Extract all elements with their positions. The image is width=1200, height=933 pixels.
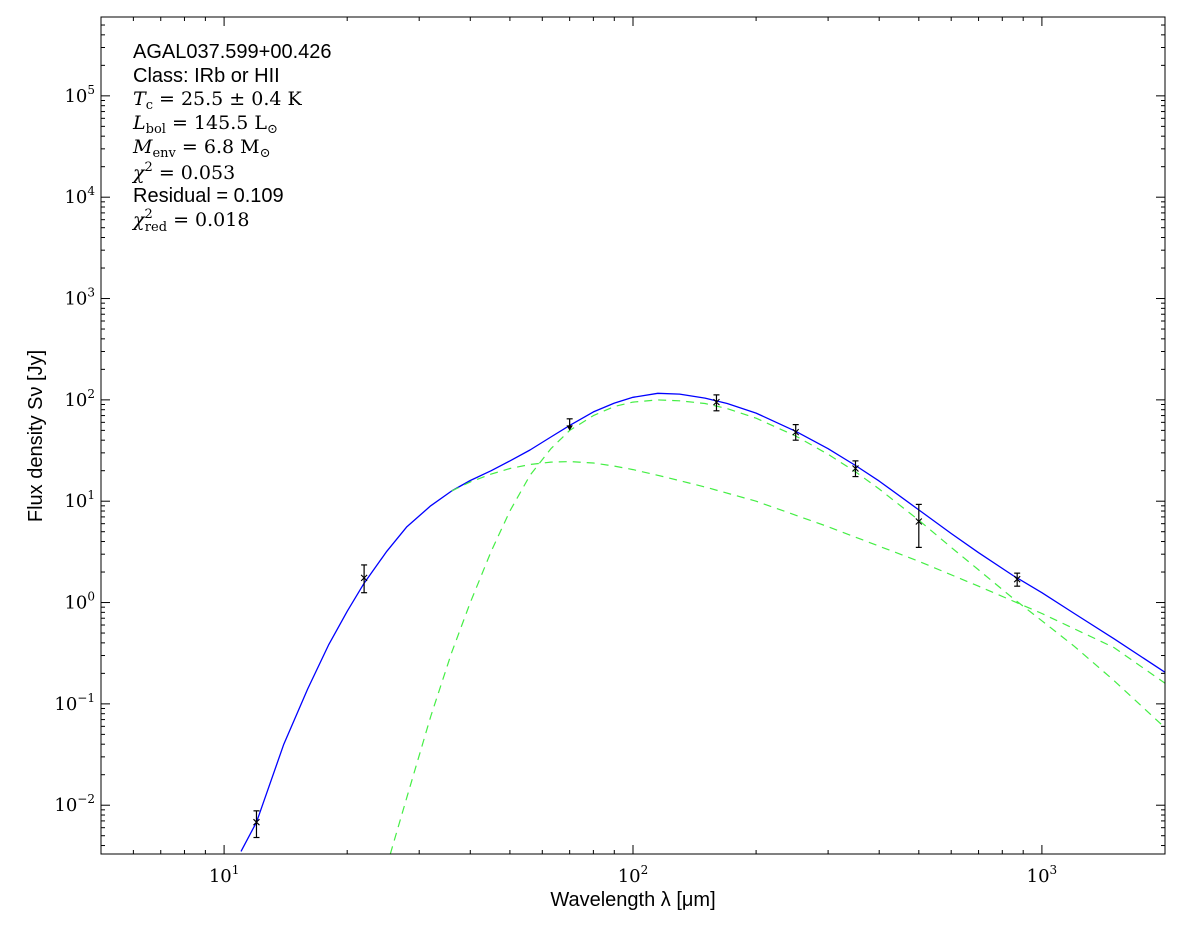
point-marker xyxy=(360,574,368,582)
x-tick-label: 102 xyxy=(618,863,649,887)
data-point xyxy=(1013,572,1021,587)
upper-limit xyxy=(566,418,573,431)
data-point xyxy=(792,424,800,441)
y-tick-label: 103 xyxy=(64,286,95,310)
point-marker xyxy=(713,398,720,406)
data-points xyxy=(253,394,1021,839)
y-tick-label: 102 xyxy=(64,387,95,411)
point-marker xyxy=(852,465,859,472)
component-curve xyxy=(389,399,1165,854)
annotation-class: Class: IRb or HII xyxy=(133,65,280,87)
y-axis-title: Flux density Sν [Jy] xyxy=(25,350,47,522)
annotation-source: AGAL037.599+00.426 xyxy=(133,41,332,63)
x-tick-labels: 101 102 103 xyxy=(209,863,1057,887)
annotation-chi2-red: χ2 red = 0.018 xyxy=(131,207,249,235)
x-axis-title: Wavelength λ [μm] xyxy=(550,889,715,911)
point-marker xyxy=(792,428,800,436)
point-marker xyxy=(1013,575,1021,583)
y-tick-label: 101 xyxy=(64,488,95,512)
y-tick-label: 10−1 xyxy=(54,691,95,715)
axis-ticks xyxy=(100,16,1166,854)
annotation-tc: Tc = 25.5 ± 0.4 K xyxy=(133,88,303,113)
annotation-lbol: Lbol = 145.5 L⊙ xyxy=(132,112,278,137)
annotation-block: AGAL037.599+00.426 Class: IRb or HII Tc … xyxy=(131,41,332,235)
annotation-chi2: χ2 = 0.053 xyxy=(131,160,235,184)
annotation-residual: Residual = 0.109 xyxy=(133,185,284,207)
y-tick-label: 10−2 xyxy=(54,792,95,816)
data-point xyxy=(360,564,368,594)
x-tick-label: 103 xyxy=(1027,863,1058,887)
y-tick-label: 100 xyxy=(64,590,95,614)
y-tick-label: 105 xyxy=(64,83,95,107)
plot-frame xyxy=(100,16,1166,855)
annotation-menv: Menv = 6.8 M⊙ xyxy=(132,136,271,161)
point-marker xyxy=(253,818,260,826)
y-tick-label: 104 xyxy=(64,184,95,208)
data-point xyxy=(852,460,859,478)
data-point xyxy=(253,810,260,839)
point-marker xyxy=(915,518,923,525)
y-tick-labels: 10−2 10−1 100 101 102 103 104 105 xyxy=(54,83,95,816)
upper-limit-arrow xyxy=(566,425,573,431)
component-curve xyxy=(451,461,1165,684)
x-tick-label: 101 xyxy=(209,863,240,887)
data-point xyxy=(713,394,720,412)
data-point xyxy=(915,503,923,549)
